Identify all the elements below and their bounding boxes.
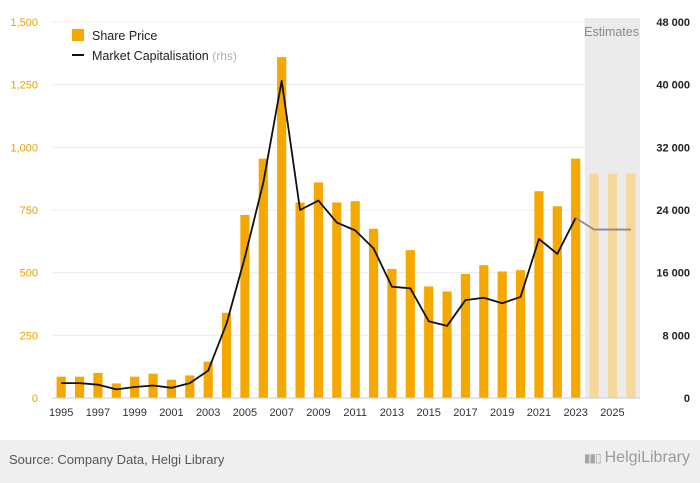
left-axis-tick: 250	[20, 330, 38, 342]
logo-icon: ▮▮▯	[583, 451, 602, 465]
x-axis-tick: 2025	[600, 407, 624, 419]
bar-share-price-2001	[166, 379, 177, 398]
right-axis-tick: 8 000	[662, 330, 690, 342]
bar-share-price-2004	[221, 312, 232, 398]
right-axis-tick: 16 000	[656, 268, 690, 280]
bar-share-price-2010	[332, 202, 342, 398]
x-axis-tick: 2001	[159, 407, 183, 419]
legend-note-rhs: (rhs)	[212, 49, 237, 63]
market-cap-line-estimate	[575, 217, 631, 231]
x-axis-tick: 1999	[122, 407, 146, 419]
left-axis-ticks: 0 250 500 750 1,000 1,250 1,500	[10, 17, 38, 405]
footer: Source: Company Data, Helgi Library ▮▮▯ …	[0, 440, 700, 483]
bar-share-price-2022	[552, 206, 562, 398]
bar-share-price-2016	[442, 291, 452, 398]
x-axis-tick: 1995	[49, 407, 73, 419]
x-axis-ticks: 1995 1997 1999 2001 2003 2005 2007 2009 2011 2013…	[49, 407, 625, 419]
left-axis-tick: 500	[20, 268, 38, 280]
bar-share-price-2011	[350, 201, 360, 398]
left-axis-tick: 1,500	[10, 17, 38, 29]
x-axis-tick: 2019	[490, 407, 514, 419]
right-axis-tick: 32 000	[656, 142, 690, 154]
bar-share-price-2023	[571, 158, 581, 398]
bar-share-price-2019	[497, 271, 507, 398]
chart: Estimates 0 250 500 750 1,000 1,250 1,500 0 8 0…	[10, 17, 690, 419]
legend: Share Price Market Capitalisation (rhs)	[72, 29, 237, 63]
x-axis-tick: 1997	[86, 407, 110, 419]
bar-share-price-2006	[258, 158, 268, 398]
x-axis-tick: 2003	[196, 407, 220, 419]
share-price-bars	[56, 57, 636, 399]
logo-text: HelgiLibrary	[604, 449, 690, 466]
bar-share-price-2013	[387, 268, 397, 398]
bar-share-price-2009	[313, 182, 324, 398]
x-axis-tick: 2017	[453, 407, 477, 419]
legend-label-market-cap: Market Capitalisation (rhs)	[92, 49, 237, 63]
right-axis-tick: 24 000	[656, 205, 690, 217]
x-axis-tick: 2009	[306, 407, 330, 419]
legend-swatch-share-price	[72, 29, 84, 41]
bar-share-price-2014	[405, 250, 415, 398]
x-axis-tick: 2005	[233, 407, 257, 419]
right-axis-tick: 40 000	[656, 80, 690, 92]
bar-share-price-2002	[185, 375, 195, 398]
bar-share-price-2018	[479, 265, 489, 398]
x-axis-tick: 2011	[343, 407, 367, 419]
x-axis-tick: 2023	[563, 407, 587, 419]
right-axis-tick: 48 000	[656, 17, 690, 29]
bar-share-price-2012	[368, 228, 379, 398]
bar-share-price-1996	[74, 376, 85, 398]
bar-share-price-2008	[295, 202, 305, 398]
x-axis-tick: 2021	[527, 407, 551, 419]
bar-share-price-1995	[56, 376, 66, 398]
bar-share-price-2025	[607, 173, 618, 398]
market-cap-line-actual	[61, 79, 577, 391]
source-note: Source: Company Data, Helgi Library	[9, 452, 225, 467]
bar-share-price-2021	[534, 191, 544, 398]
legend-label-share-price: Share Price	[92, 29, 157, 43]
bar-share-price-2024	[589, 173, 599, 398]
left-axis-tick: 0	[32, 393, 38, 405]
helgi-library-logo: ▮▮▯ HelgiLibrary	[584, 449, 690, 467]
bar-share-price-2017	[460, 273, 471, 398]
right-axis-tick: 0	[684, 393, 690, 405]
bar-share-price-2007	[277, 57, 287, 399]
bar-share-price-1998	[111, 383, 121, 398]
x-axis-tick: 2013	[380, 407, 404, 419]
left-axis-tick: 750	[20, 205, 38, 217]
x-axis-tick: 2015	[416, 407, 440, 419]
x-axis-tick: 2007	[269, 407, 293, 419]
bar-share-price-2026	[626, 173, 636, 398]
estimates-label: Estimates	[584, 25, 639, 39]
bar-share-price-2020	[515, 270, 526, 398]
bar-share-price-2005	[240, 215, 250, 398]
bar-share-price-2015	[424, 286, 434, 398]
right-axis-ticks: 0 8 000 16 000 24 000 32 000 40 000 48 000	[656, 17, 690, 405]
left-axis-tick: 1,250	[10, 80, 38, 92]
gridlines	[52, 21, 640, 336]
market-cap-line	[61, 79, 631, 391]
left-axis-tick: 1,000	[10, 142, 38, 154]
bar-share-price-2003	[203, 361, 213, 398]
